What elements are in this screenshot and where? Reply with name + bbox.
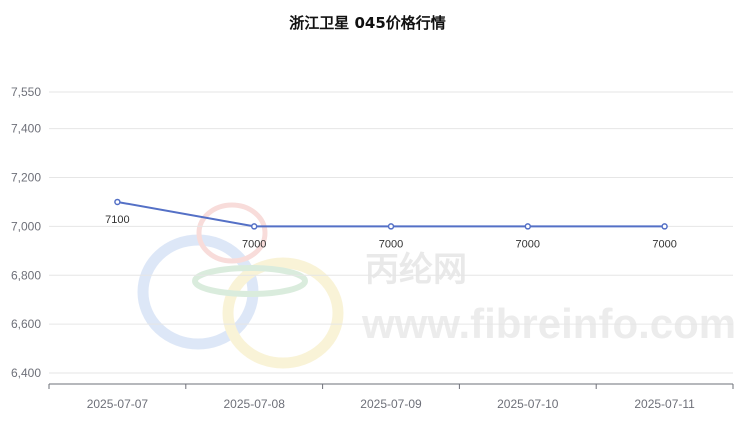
watermark-ring-red <box>196 202 268 264</box>
data-label: 7000 <box>652 238 676 250</box>
x-tick-label: 2025-07-11 <box>634 397 695 411</box>
data-point <box>387 223 395 230</box>
data-point <box>250 223 258 230</box>
x-tick-label: 2025-07-09 <box>360 397 422 411</box>
data-point <box>661 223 668 230</box>
chart-title: 浙江卫星 045价格行情 <box>289 14 446 32</box>
y-tick-label: 7,000 <box>11 219 41 233</box>
x-tick-label: 2025-07-10 <box>497 397 559 411</box>
watermark-brand: 丙纶网 <box>365 251 467 289</box>
watermark-url: www.fibreinfo.com <box>361 300 735 347</box>
data-label: 7000 <box>379 238 403 250</box>
grid-lines <box>49 91 733 374</box>
watermark: 丙纶网 www.fibreinfo.com <box>137 202 735 369</box>
data-label: 7100 <box>105 214 129 226</box>
y-tick-label: 7,200 <box>11 171 41 185</box>
data-point <box>114 198 121 206</box>
data-label: 7000 <box>242 238 266 250</box>
x-axis: 2025-07-07 2025-07-08 2025-07-09 2025-07-10… <box>48 383 734 411</box>
y-tick-label: 6,600 <box>11 317 41 331</box>
series-layer: 7100 7000 7000 7000 7000 <box>105 198 677 250</box>
y-tick-label: 6,400 <box>11 366 41 380</box>
watermark-ring-yellow <box>222 257 344 369</box>
y-tick-label: 7,550 <box>11 85 41 99</box>
y-tick-label: 6,800 <box>11 268 41 282</box>
watermark-ring-green <box>192 265 308 297</box>
x-tick-label: 2025-07-08 <box>224 397 286 411</box>
y-tick-label: 7,400 <box>11 122 41 136</box>
watermark-ring-blue <box>137 234 259 350</box>
data-label: 7000 <box>516 238 540 250</box>
data-point <box>524 223 532 230</box>
y-axis: 6,400 6,600 6,800 7,000 7,200 7,400 7,550 <box>11 85 41 380</box>
x-tick-label: 2025-07-07 <box>87 397 149 411</box>
